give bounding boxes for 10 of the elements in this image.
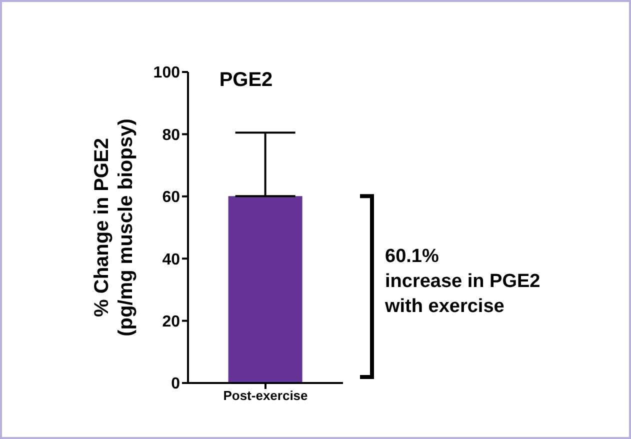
y-tick-label: 40 — [162, 251, 180, 268]
y-tick-label: 20 — [162, 313, 180, 330]
x-tick-label: Post-exercise — [223, 388, 308, 404]
y-tick-label: 60 — [162, 189, 180, 206]
y-tick-label: 0 — [171, 376, 180, 393]
y-axis-title: % Change in PGE2 (pg/mg muscle biopsy) — [91, 118, 137, 336]
y-tick-label: 80 — [162, 126, 180, 144]
text: 60.1% increase in PGE2 with exercise — [384, 246, 540, 317]
y-tick-label: 100 — [153, 64, 180, 82]
chart-title: PGE2 — [219, 69, 273, 91]
